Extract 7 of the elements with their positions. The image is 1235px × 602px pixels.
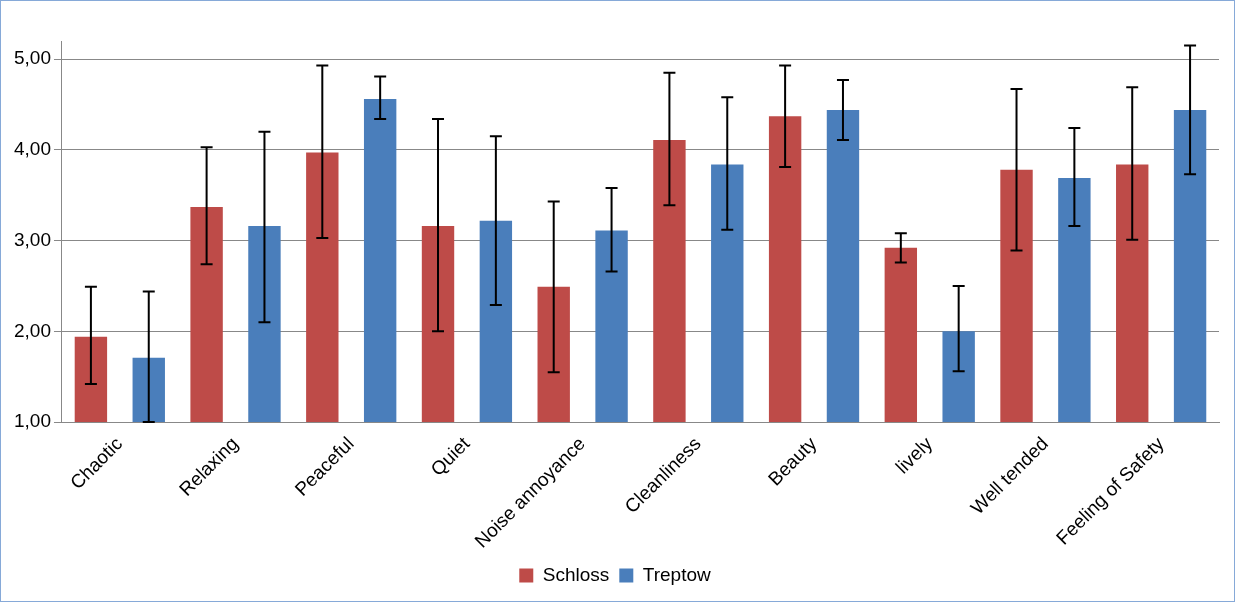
legend-label: Treptow xyxy=(642,563,712,585)
y-tick-label: 5,00 xyxy=(14,47,51,69)
legend-label: Schloss xyxy=(542,563,610,585)
y-tick-label: 4,00 xyxy=(14,138,51,160)
y-tick-label: 1,00 xyxy=(14,410,51,432)
y-tick-label: 2,00 xyxy=(14,319,51,341)
y-tick-label: 3,00 xyxy=(14,228,51,250)
